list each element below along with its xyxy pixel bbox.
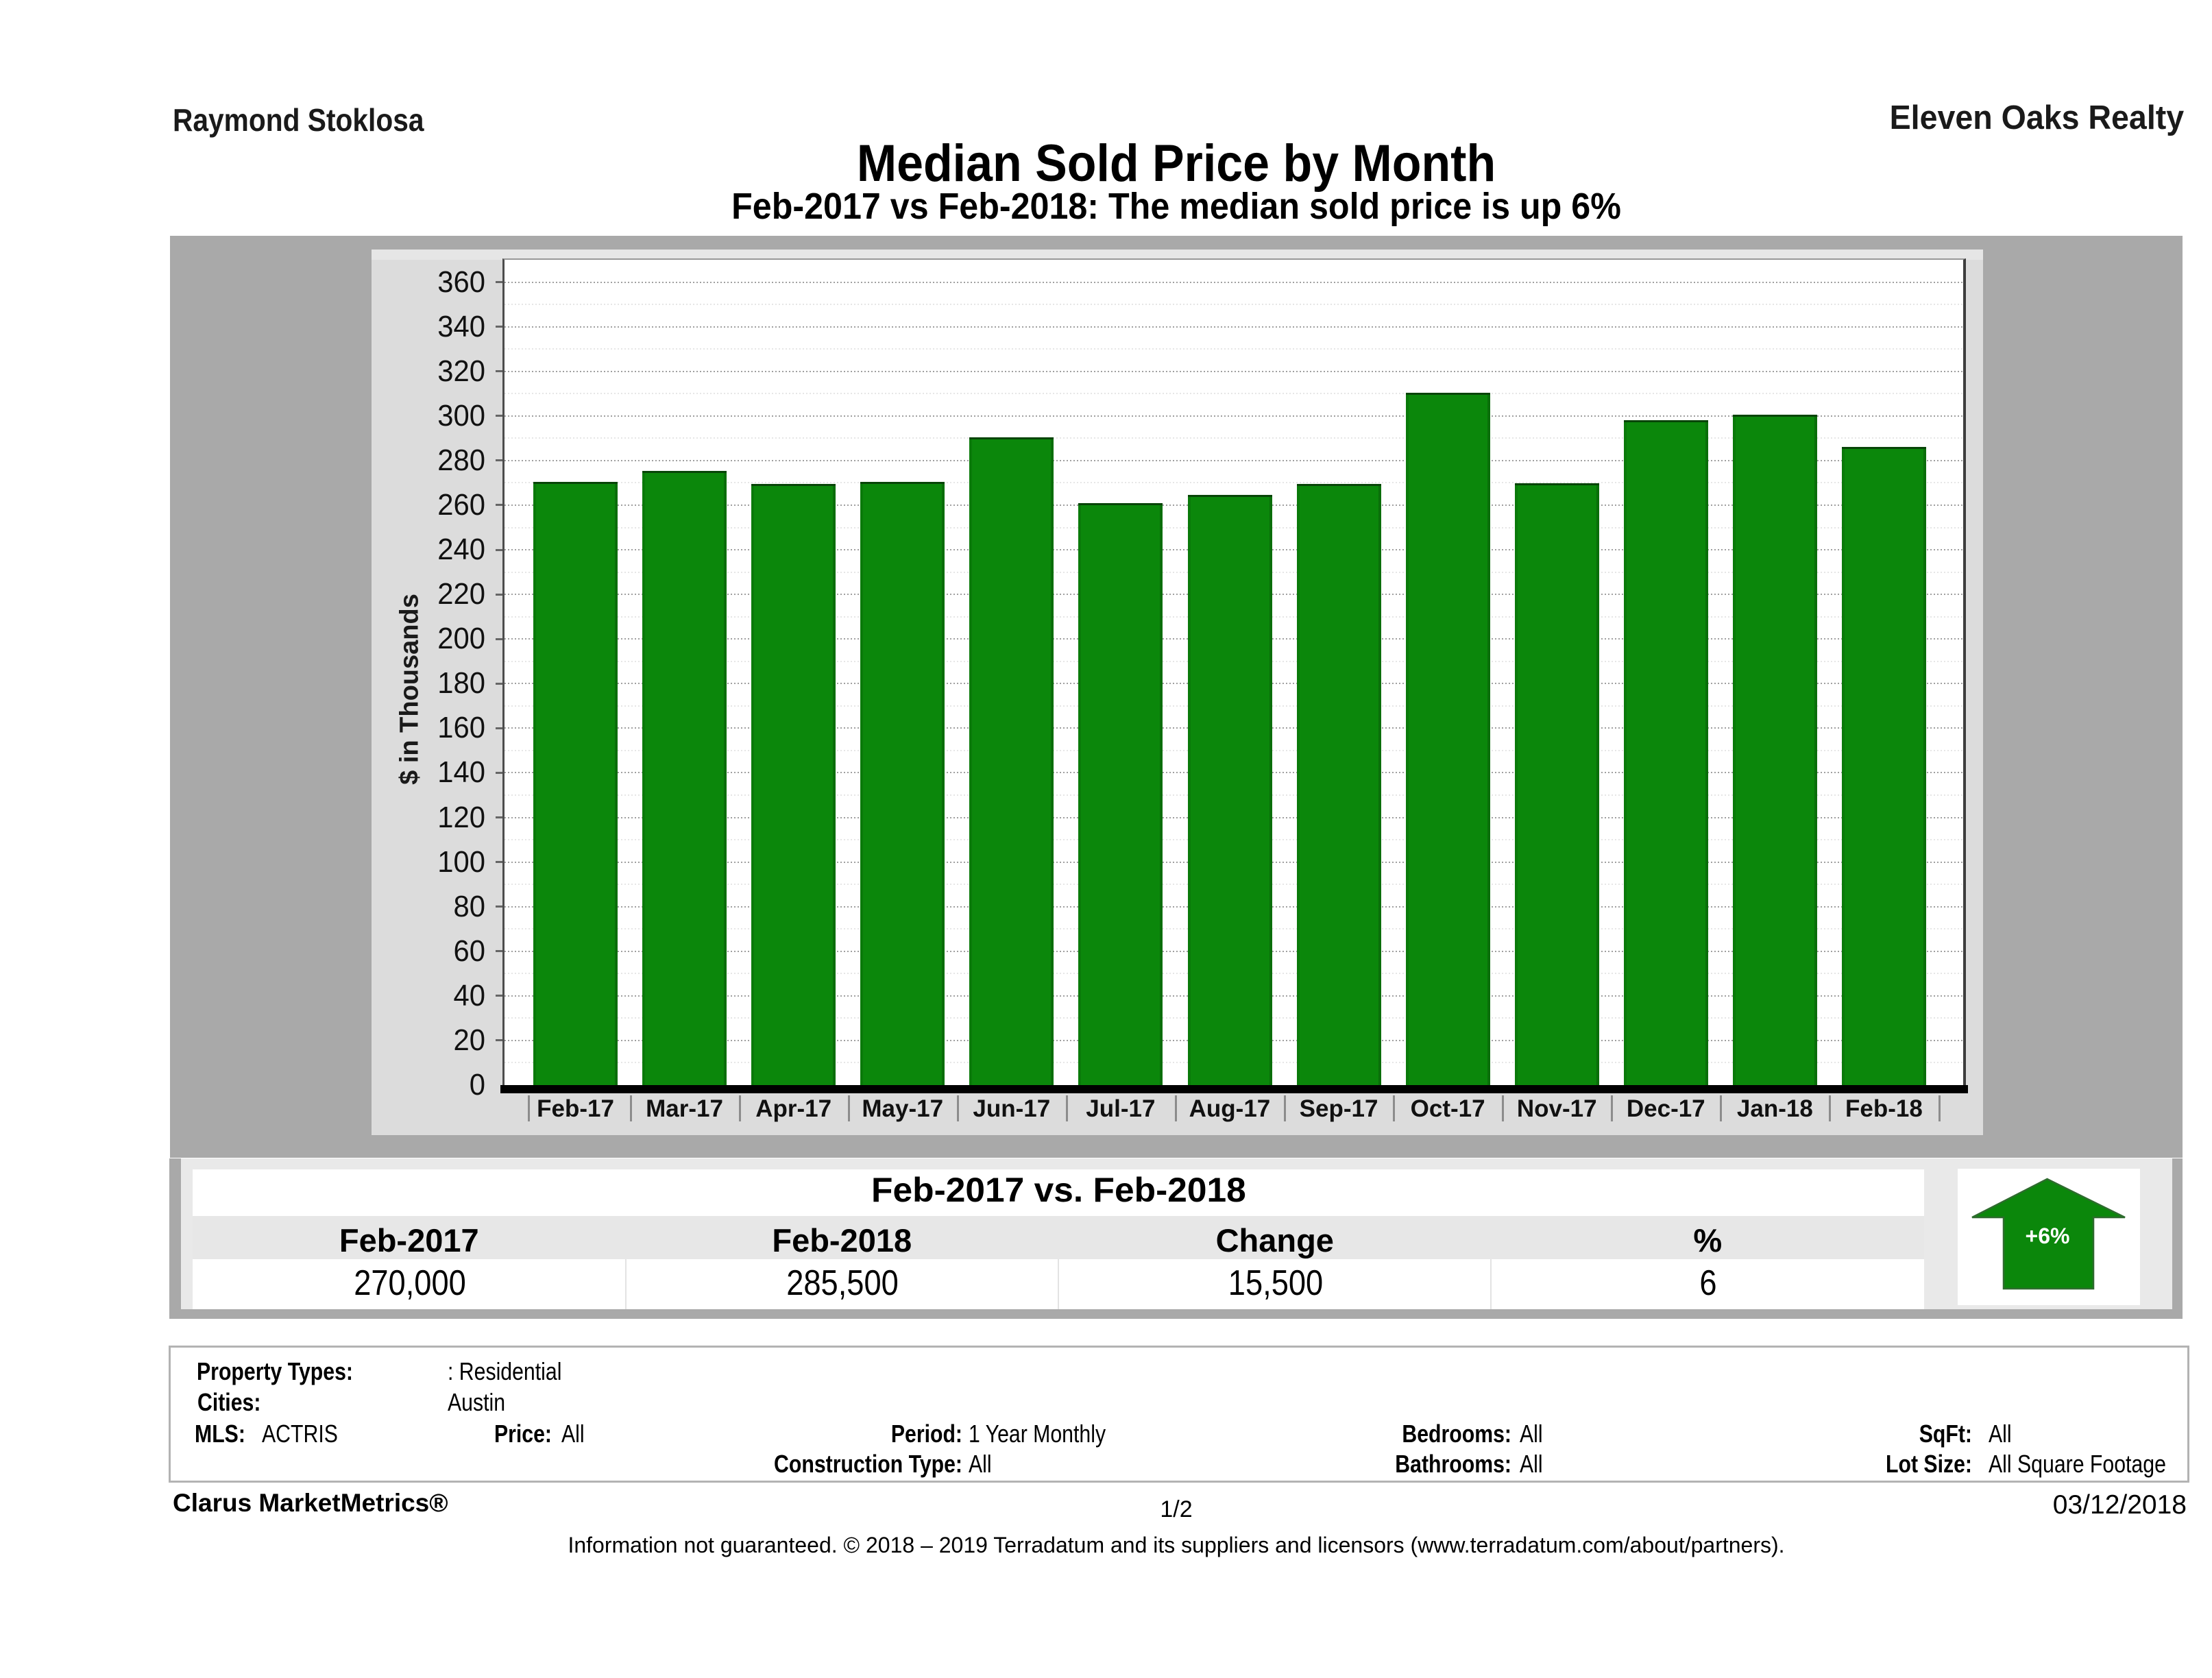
svg-text:+6%: +6% bbox=[2026, 1224, 2070, 1248]
